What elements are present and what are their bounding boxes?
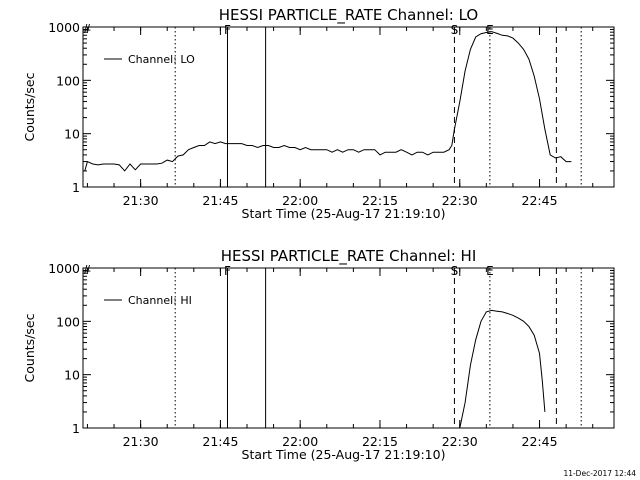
p0-y-tick-label: 100 [56, 73, 80, 88]
p1-y-axis-label: Counts/sec [22, 313, 37, 382]
p1-event-marker-label: S [451, 264, 459, 278]
p0-event-marker-label: S [451, 23, 459, 37]
p0-y-axis-label: Counts/sec [22, 72, 37, 141]
p0-event-marker-label: F [224, 23, 231, 37]
p0-x-tick-label: 21:30 [123, 193, 159, 208]
p1-x-tick-label: 22:30 [442, 434, 478, 449]
p0-chart-title: HESSI PARTICLE_RATE Channel: LO [219, 6, 478, 25]
p1-y-tick-label: 100 [56, 314, 80, 329]
p0-legend-label: Channel: LO [128, 53, 195, 66]
p1-series-line [459, 309, 546, 429]
p1-event-marker-label: F [224, 264, 231, 278]
p0-x-tick-label: 21:45 [202, 193, 238, 208]
hi-channel-panel: HESSI PARTICLE_RATE Channel: HI 1 10 100 100… [22, 247, 615, 462]
p1-corner-glyph: # [82, 263, 92, 277]
p0-event-marker-label: E [486, 23, 494, 37]
p0-x-tick-label: 22:00 [282, 193, 318, 208]
p0-x-tick-label: 22:45 [522, 193, 558, 208]
p1-x-axis-label: Start Time (25-Aug-17 21:19:10) [242, 447, 446, 462]
p1-x-tick-label: 21:45 [202, 434, 238, 449]
p0-x-tick-label: 22:30 [442, 193, 478, 208]
p1-x-tick-label: 22:15 [362, 434, 398, 449]
p1-plot-frame [82, 267, 615, 429]
p0-x-axis-label: Start Time (25-Aug-17 21:19:10) [242, 206, 446, 221]
p1-legend-label: Channel: HI [128, 294, 192, 307]
p0-x-tick-label: 22:15 [362, 193, 398, 208]
p0-y-tick-label: 1 [72, 180, 80, 195]
p1-y-tick-label: 10 [64, 368, 80, 383]
p1-y-tick-label: 1000 [48, 261, 80, 276]
lo-channel-panel: HESSI PARTICLE_RATE Channel: LO 1 10 100 100… [22, 6, 615, 221]
p0-corner-glyph: # [82, 22, 92, 36]
p1-x-tick-label: 22:45 [522, 434, 558, 449]
p0-y-tick-label: 1000 [48, 20, 80, 35]
p0-y-tick-label: 10 [64, 127, 80, 142]
p1-y-tick-label: 1 [72, 421, 80, 436]
footer-timestamp: 11-Dec-2017 12:44 [563, 469, 636, 478]
p1-event-marker-label: E [486, 264, 494, 278]
p0-series-line [84, 31, 572, 172]
p0-plot-frame [82, 26, 615, 188]
p1-x-tick-label: 21:30 [123, 434, 159, 449]
p1-chart-title: HESSI PARTICLE_RATE Channel: HI [221, 247, 477, 266]
p1-x-tick-label: 22:00 [282, 434, 318, 449]
